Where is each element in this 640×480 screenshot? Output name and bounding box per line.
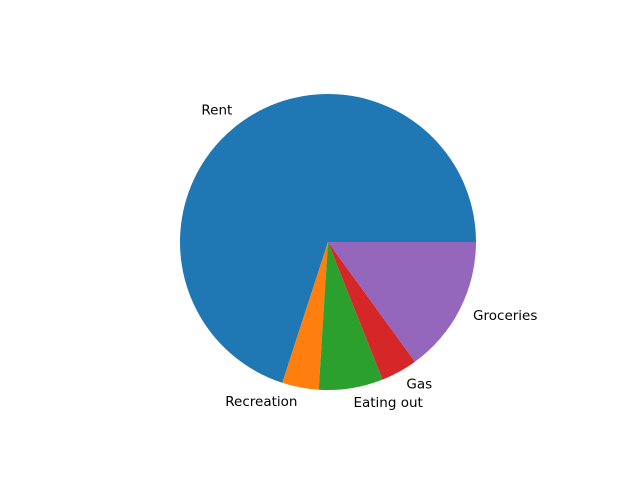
pie-slices (180, 94, 476, 390)
pie-label-groceries: Groceries (473, 308, 537, 324)
pie-slice-eating-out (318, 242, 383, 390)
pie-label-gas: Gas (406, 377, 432, 393)
pie-labels: Rent Recreation Eating out Gas Groceries (201, 102, 537, 411)
pie-label-recreation: Recreation (225, 394, 297, 410)
pie-slice-groceries (328, 242, 476, 362)
pie-slice-recreation (282, 242, 328, 390)
pie-label-rent: Rent (201, 102, 232, 118)
pie-slice-rent (180, 94, 476, 383)
pie-label-eating-out: Eating out (353, 395, 422, 411)
pie-slice-gas (328, 242, 415, 380)
